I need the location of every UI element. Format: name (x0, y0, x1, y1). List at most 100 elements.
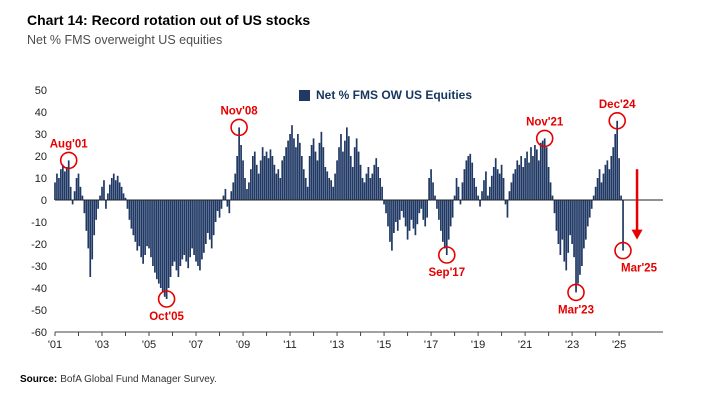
y-axis-label: 50 (35, 85, 47, 97)
x-axis-ticks (54, 332, 620, 336)
annotation-label: Nov'08 (220, 105, 258, 117)
bar (204, 200, 207, 244)
bar (532, 156, 534, 200)
bar (487, 195, 489, 200)
bar (463, 169, 466, 200)
bar (539, 142, 542, 200)
bar (381, 186, 383, 200)
bar (506, 200, 509, 218)
trend-arrow-head (631, 229, 643, 240)
bar (60, 169, 62, 200)
bar (257, 173, 260, 200)
bar (175, 200, 178, 271)
bar (93, 200, 96, 236)
bar (128, 200, 131, 220)
source-note: Source: BofA Global Fund Manager Survey. (20, 374, 217, 385)
bar (426, 200, 429, 218)
bar (369, 178, 372, 200)
source-text: BofA Global Fund Manager Survey. (60, 374, 217, 385)
bar (496, 169, 499, 200)
bar (224, 189, 227, 200)
bar (110, 178, 113, 200)
bar (299, 142, 301, 200)
bar (342, 151, 344, 200)
bar (324, 167, 327, 200)
bar (414, 200, 417, 236)
bar (371, 173, 374, 200)
bar (112, 173, 115, 200)
bar (618, 158, 620, 200)
bar (228, 200, 231, 214)
bar (361, 178, 364, 200)
bar (85, 200, 88, 231)
bar (402, 200, 405, 218)
bar (69, 186, 72, 200)
bar (375, 158, 378, 200)
bar (105, 200, 107, 209)
bar (95, 200, 97, 220)
bar (173, 200, 176, 262)
bar (187, 200, 190, 269)
bar (287, 140, 289, 200)
bar (622, 200, 624, 251)
bar (571, 200, 573, 244)
bar (422, 200, 425, 220)
bar (588, 200, 591, 218)
bar (616, 120, 619, 200)
y-axis-label: -50 (31, 305, 47, 317)
bar (583, 200, 585, 249)
x-axis-label: '15 (377, 339, 391, 351)
bar (234, 173, 237, 200)
bar (332, 186, 334, 200)
bar (443, 200, 446, 249)
bar (434, 195, 436, 200)
annotation-label: Mar'23 (558, 304, 594, 316)
bar (169, 200, 172, 277)
bar (124, 197, 127, 200)
bar (177, 200, 180, 277)
bar (502, 178, 505, 200)
bar (528, 162, 530, 200)
bar (246, 189, 248, 200)
bar (230, 191, 233, 200)
bar (365, 173, 368, 200)
bar (320, 131, 323, 200)
bar (240, 145, 242, 200)
bar (144, 200, 146, 255)
bars-group (54, 120, 624, 299)
bar (547, 167, 550, 200)
bar (457, 186, 460, 200)
bar (130, 200, 133, 229)
legend-swatch-icon (299, 89, 310, 101)
bar (346, 127, 348, 200)
bar (416, 200, 419, 225)
bar (543, 138, 546, 200)
bar (602, 173, 605, 200)
bar (250, 169, 252, 200)
bar (263, 156, 266, 200)
bar (459, 200, 462, 205)
source-label: Source: (20, 374, 58, 385)
bar (551, 195, 554, 200)
bar (63, 171, 66, 200)
x-axis-label: '01 (48, 339, 62, 351)
bar (253, 151, 256, 200)
bar (118, 182, 121, 200)
bar (295, 147, 297, 200)
bar (232, 182, 235, 200)
x-axis-label: '25 (612, 339, 626, 351)
bar (545, 147, 548, 200)
annotation-label: Aug'01 (50, 138, 88, 150)
bar (537, 160, 540, 200)
bar (122, 193, 125, 200)
bar (195, 200, 197, 262)
bar (140, 200, 143, 258)
bar (97, 200, 99, 209)
bar (377, 167, 380, 200)
bar (510, 182, 513, 200)
bar (344, 140, 346, 200)
bar (432, 182, 434, 200)
bar (573, 200, 575, 258)
x-axis-label: '05 (142, 339, 156, 351)
bar (152, 200, 154, 266)
